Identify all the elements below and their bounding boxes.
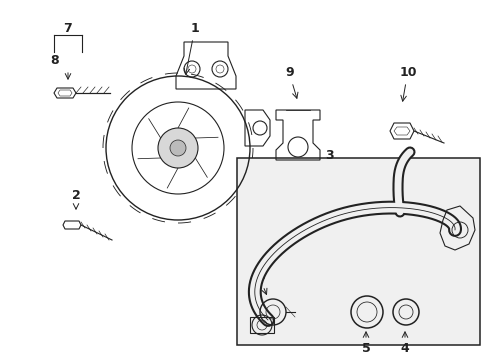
- Text: 8: 8: [51, 54, 59, 67]
- Text: 4: 4: [400, 342, 408, 355]
- Text: 3: 3: [325, 149, 334, 162]
- Circle shape: [158, 128, 198, 168]
- Text: 10: 10: [398, 66, 416, 78]
- Bar: [237, 158, 479, 345]
- Text: 9: 9: [285, 66, 294, 78]
- Text: 5: 5: [361, 342, 369, 355]
- Circle shape: [170, 140, 185, 156]
- Text: 2: 2: [71, 189, 80, 202]
- Text: 1: 1: [190, 22, 199, 35]
- Text: 7: 7: [63, 22, 72, 35]
- Text: 6: 6: [256, 270, 265, 283]
